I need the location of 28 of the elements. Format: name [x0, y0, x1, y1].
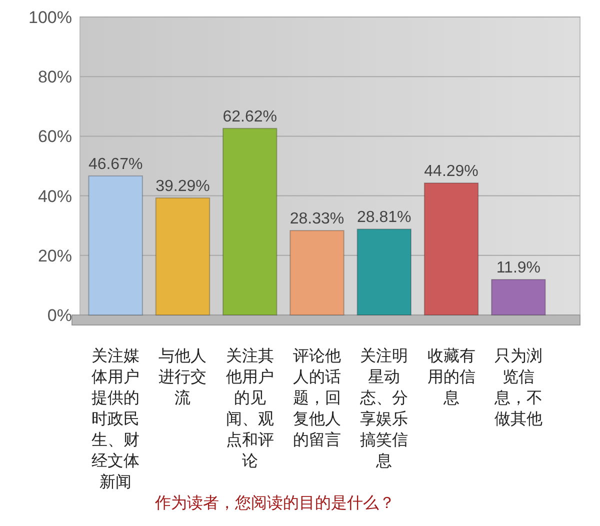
x-tick-label: 关注其他用户的见闻、观点和评论	[226, 347, 274, 470]
x-tick-label: 评论他人的话题，回复他人的留言	[293, 347, 341, 449]
bar	[356, 228, 412, 316]
bar	[424, 182, 479, 316]
data-label: 39.29%	[156, 178, 210, 195]
y-tick-label: 40%	[38, 186, 72, 206]
data-label: 28.81%	[357, 209, 412, 226]
bar	[491, 279, 546, 316]
bar	[222, 128, 278, 316]
data-label: 28.33%	[290, 210, 344, 228]
x-tick-label: 关注明星动态、分享娱乐搞笑信息	[359, 347, 408, 470]
data-label: 46.67%	[88, 156, 143, 173]
y-tick-label: 60%	[38, 127, 72, 146]
x-tick-label: 收藏有用的信息	[427, 347, 476, 407]
y-tick-label: 20%	[38, 246, 72, 266]
data-label: 44.29%	[424, 163, 478, 180]
data-label: 11.9%	[496, 260, 541, 277]
x-tick-label: 只为浏览信息，不做其他	[493, 347, 542, 428]
x-tick-label: 与他人进行交流	[158, 347, 207, 407]
text: 作为读者，您阅读的目的是什么？	[154, 494, 395, 512]
bar	[88, 175, 143, 316]
x-tick-label: 关注媒体用户提供的时政民生、财经文体新闻	[92, 347, 140, 491]
y-tick-label: 100%	[28, 8, 72, 27]
bar	[290, 230, 344, 316]
bar	[155, 197, 210, 316]
y-tick-label: 0%	[47, 306, 72, 325]
data-label: 62.62%	[222, 108, 277, 126]
y-tick-label: 80%	[38, 68, 72, 87]
